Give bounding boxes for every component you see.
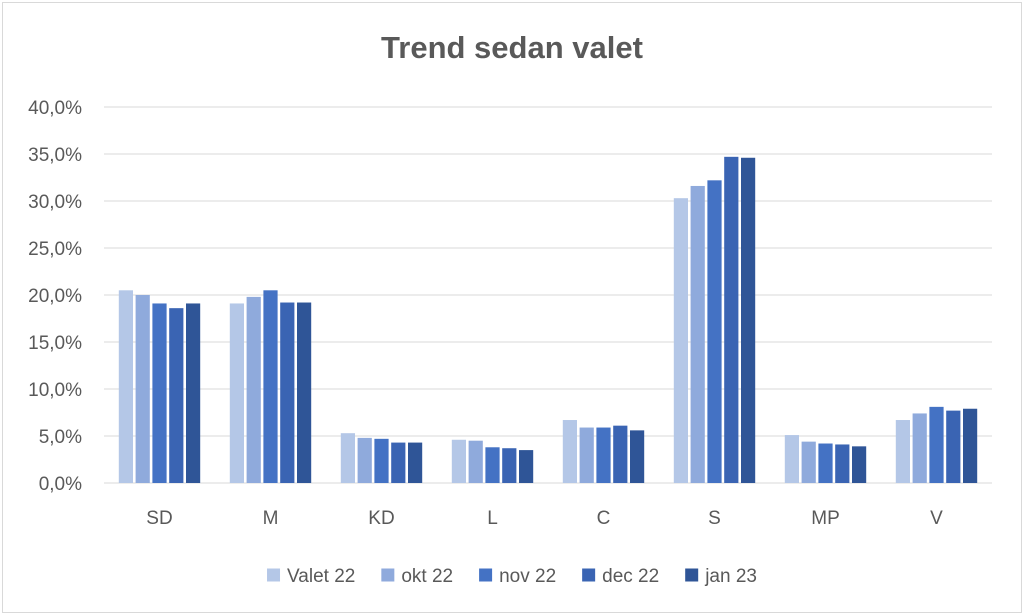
bar-sd-series-5 — [186, 303, 201, 483]
bars — [118, 156, 978, 483]
bar-l-series-5 — [519, 450, 534, 483]
bar-mp-series-1 — [784, 435, 799, 483]
x-axis-ticks: SD M KD L C S MP V — [146, 508, 943, 529]
bar-c-series-5 — [630, 430, 645, 483]
bar-s-series-1 — [673, 198, 688, 483]
legend-label: Valet 22 — [287, 566, 355, 587]
bar-kd-series-3 — [374, 438, 389, 483]
bar-kd-series-1 — [340, 433, 355, 483]
bar-sd-series-2 — [135, 295, 150, 483]
bar-mp-series-2 — [801, 441, 816, 483]
legend-label: okt 22 — [401, 566, 453, 587]
bar-v-series-1 — [895, 420, 910, 483]
legend-label: nov 22 — [499, 566, 556, 587]
bar-kd-series-4 — [391, 442, 406, 483]
bar-v-series-4 — [946, 410, 961, 483]
y-tick-label: 15,0% — [28, 333, 82, 354]
y-tick-label: 5,0% — [39, 427, 82, 448]
legend-swatch — [267, 568, 281, 582]
bar-m-series-1 — [229, 303, 244, 483]
bar-s-series-4 — [724, 156, 739, 483]
legend-swatch — [582, 568, 596, 582]
bar-v-series-5 — [963, 408, 978, 483]
x-tick-label: KD — [368, 508, 394, 529]
bar-mp-series-3 — [818, 443, 833, 483]
bar-m-series-2 — [246, 296, 261, 483]
bar-sd-series-4 — [169, 308, 184, 483]
bar-s-series-3 — [707, 180, 722, 483]
y-tick-label: 30,0% — [28, 192, 82, 213]
x-tick-label: SD — [146, 508, 172, 529]
legend-swatch — [685, 568, 699, 582]
x-tick-label: V — [930, 508, 943, 529]
y-tick-label: 25,0% — [28, 239, 82, 260]
chart-title: Trend sedan valet — [381, 30, 643, 65]
bar-l-series-2 — [468, 440, 483, 483]
x-tick-label: L — [487, 508, 498, 529]
bar-sd-series-1 — [118, 290, 133, 483]
bar-s-series-2 — [690, 185, 705, 483]
y-tick-label: 10,0% — [28, 380, 82, 401]
bar-c-series-1 — [562, 420, 577, 483]
bar-mp-series-4 — [835, 444, 850, 483]
y-tick-label: 20,0% — [28, 286, 82, 307]
bar-v-series-3 — [929, 406, 944, 483]
legend-swatch — [479, 568, 493, 582]
bar-m-series-4 — [280, 302, 295, 483]
y-tick-label: 40,0% — [28, 98, 82, 119]
y-tick-label: 35,0% — [28, 145, 82, 166]
bar-l-series-4 — [502, 448, 517, 483]
x-tick-label: S — [708, 508, 721, 529]
bar-sd-series-3 — [152, 303, 167, 483]
bar-v-series-2 — [912, 413, 927, 483]
legend-label: jan 23 — [704, 566, 757, 587]
bar-c-series-3 — [596, 427, 611, 483]
bar-c-series-2 — [579, 427, 594, 483]
bar-kd-series-2 — [357, 437, 372, 483]
bar-mp-series-5 — [852, 446, 867, 483]
y-tick-label: 0,0% — [39, 474, 82, 495]
x-tick-label: C — [597, 508, 611, 529]
bar-l-series-3 — [485, 447, 500, 483]
y-axis-ticks: 0,0% 5,0% 10,0% 15,0% 20,0% 25,0% 30,0% 35,0% 40… — [28, 98, 82, 495]
legend-label: dec 22 — [602, 566, 659, 587]
bar-c-series-4 — [613, 425, 628, 483]
bar-m-series-3 — [263, 290, 278, 483]
x-tick-label: M — [263, 508, 279, 529]
legend-swatch — [381, 568, 395, 582]
bar-m-series-5 — [297, 302, 312, 483]
bar-s-series-5 — [741, 157, 756, 483]
legend: Valet 22 okt 22 nov 22 dec 22 jan 23 — [267, 566, 757, 587]
bar-l-series-1 — [451, 439, 466, 483]
bar-kd-series-5 — [408, 442, 423, 483]
x-tick-label: MP — [811, 508, 840, 529]
